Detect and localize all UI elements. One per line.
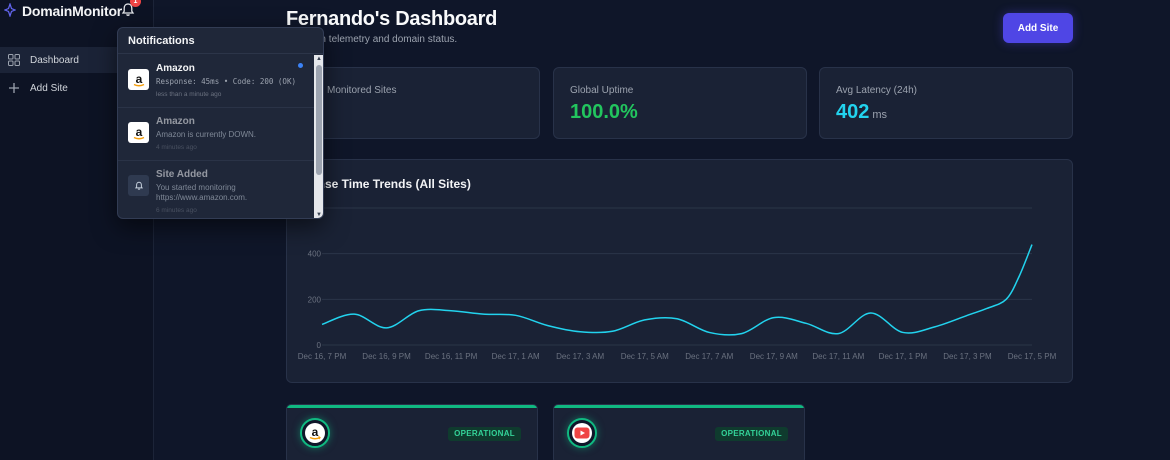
stat-value: 100.0% bbox=[570, 101, 638, 123]
notifications-dropdown: Notifications a Amazon Response: 45ms • … bbox=[117, 27, 324, 219]
x-tick-label: Dec 17, 5 AM bbox=[621, 352, 669, 361]
x-tick-label: Dec 16, 7 PM bbox=[298, 352, 347, 361]
site-card-amazon[interactable]: a OPERATIONAL bbox=[286, 404, 538, 460]
sidebar-item-label: Dashboard bbox=[30, 54, 79, 66]
svg-text:a: a bbox=[135, 72, 142, 86]
y-tick-label: 0 bbox=[317, 341, 322, 350]
notification-count-badge: 1 bbox=[130, 0, 141, 7]
x-tick-label: Dec 17, 3 AM bbox=[556, 352, 604, 361]
site-card-youtube[interactable]: OPERATIONAL bbox=[553, 404, 805, 460]
series-line bbox=[321, 244, 1033, 336]
chart-title: ponse Time Trends (All Sites) bbox=[303, 177, 471, 191]
stat-card-global-uptime: Global Uptime 100.0% bbox=[553, 67, 807, 139]
notification-title: Site Added bbox=[156, 169, 208, 180]
page-subtitle: e system telemetry and domain status. bbox=[286, 34, 458, 45]
stat-unit: ms bbox=[872, 109, 888, 121]
sidebar-item-label: Add Site bbox=[30, 82, 68, 94]
app-name: DomainMonitor bbox=[22, 3, 123, 19]
x-tick-label: Dec 17, 11 AM bbox=[812, 352, 864, 361]
stat-label: Global Uptime bbox=[570, 85, 634, 96]
svg-text:a: a bbox=[135, 125, 142, 139]
amazon-icon: a bbox=[300, 418, 330, 448]
x-tick-label: Dec 17, 1 PM bbox=[879, 352, 928, 361]
grid-icon bbox=[8, 54, 20, 66]
stat-card-monitored-sites: Monitored Sites bbox=[286, 67, 540, 139]
scroll-thumb[interactable] bbox=[316, 65, 322, 175]
scroll-up-icon[interactable]: ▲ bbox=[316, 56, 322, 62]
notification-title: Amazon bbox=[156, 116, 195, 127]
stat-label: Monitored Sites bbox=[327, 85, 397, 96]
notification-message: Response: 45ms • Code: 200 (OK) bbox=[156, 77, 296, 86]
y-tick-label: 400 bbox=[308, 250, 322, 259]
logo-icon bbox=[3, 2, 17, 19]
notifications-header: Notifications bbox=[118, 28, 323, 54]
x-tick-label: Dec 16, 9 PM bbox=[362, 352, 411, 361]
x-tick-label: Dec 17, 1 AM bbox=[492, 352, 540, 361]
status-badge: OPERATIONAL bbox=[448, 427, 521, 441]
notification-title: Amazon bbox=[156, 63, 195, 74]
response-time-chart: ponse Time Trends (All Sites) 0 200 400 Dec… bbox=[286, 159, 1073, 383]
x-tick-label: Dec 17, 7 AM bbox=[685, 352, 733, 361]
x-tick-label: Dec 17, 5 PM bbox=[1008, 352, 1057, 361]
unread-dot bbox=[298, 63, 303, 68]
notification-item[interactable]: a Amazon Amazon is currently DOWN. 4 min… bbox=[118, 108, 314, 161]
amazon-icon: a bbox=[128, 69, 149, 90]
notification-item[interactable]: a Amazon Response: 45ms • Code: 200 (OK)… bbox=[118, 55, 314, 108]
x-tick-label: Dec 17, 9 AM bbox=[750, 352, 798, 361]
bell-icon bbox=[128, 175, 149, 196]
notification-time: less than a minute ago bbox=[156, 91, 222, 98]
stat-label: Avg Latency (24h) bbox=[836, 85, 917, 96]
notification-message: You started monitoring https://www.amazo… bbox=[156, 183, 248, 202]
notification-message: Amazon is currently DOWN. bbox=[156, 130, 257, 139]
notification-time: 6 minutes ago bbox=[156, 207, 197, 214]
notifications-scrollbar[interactable]: ▲ ▼ bbox=[314, 55, 323, 218]
svg-text:a: a bbox=[312, 425, 319, 439]
chart-plot: 0 200 400 Dec 16, 7 PM Dec 16, 9 PM Dec 16, 1… bbox=[298, 207, 1057, 361]
notifications-title: Notifications bbox=[128, 35, 195, 47]
stat-value: 402 ms bbox=[836, 101, 887, 124]
add-site-button[interactable]: Add Site bbox=[1003, 13, 1073, 43]
notification-time: 4 minutes ago bbox=[156, 144, 197, 151]
amazon-icon: a bbox=[128, 122, 149, 143]
y-tick-label: 200 bbox=[308, 295, 322, 304]
page-title: Fernando's Dashboard bbox=[286, 8, 498, 30]
x-tick-label: Dec 17, 3 PM bbox=[943, 352, 992, 361]
notification-item[interactable]: Site Added You started monitoring https:… bbox=[118, 161, 314, 218]
sidebar-item-add-site[interactable]: Add Site bbox=[0, 75, 153, 101]
youtube-icon bbox=[567, 418, 597, 448]
x-tick-label: Dec 16, 11 PM bbox=[425, 352, 478, 361]
scroll-down-icon[interactable]: ▼ bbox=[316, 212, 322, 218]
stat-card-avg-latency: Avg Latency (24h) 402 ms bbox=[819, 67, 1073, 139]
plus-icon bbox=[8, 82, 20, 94]
brand[interactable]: DomainMonitor bbox=[3, 2, 123, 20]
stat-number: 402 bbox=[836, 101, 870, 123]
status-badge: OPERATIONAL bbox=[715, 427, 788, 441]
